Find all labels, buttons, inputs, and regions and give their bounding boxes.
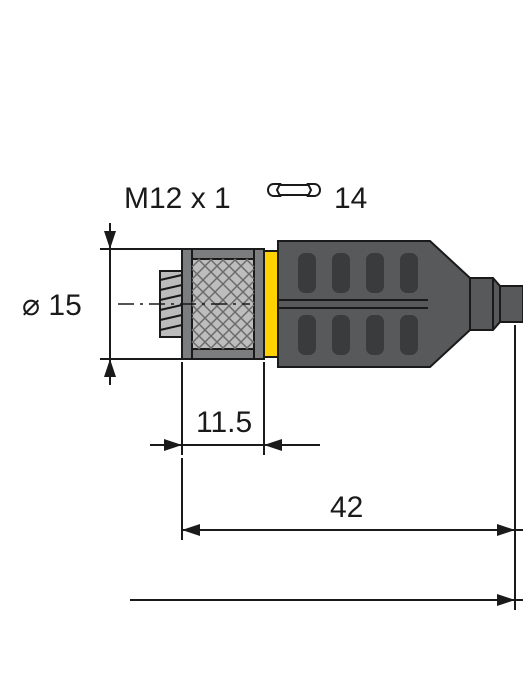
overall-length-value: 42 xyxy=(330,491,363,524)
diameter-symbol: ⌀ xyxy=(22,289,48,322)
wrench-size-label: 14 xyxy=(334,182,367,215)
thread-spec-label: M12 x 1 xyxy=(124,182,231,215)
coding-ring xyxy=(264,251,278,357)
svg-text:⌀ 15: ⌀ 15 xyxy=(22,289,82,322)
wrench-icon xyxy=(268,184,320,196)
overmold-body xyxy=(278,241,523,367)
connector xyxy=(118,241,523,367)
diameter-value: 15 xyxy=(48,289,81,322)
connector-drawing: M12 x 1 14 ⌀ 15 11.5 42 xyxy=(0,0,523,700)
knurl-length-value: 11.5 xyxy=(196,406,252,439)
dim-knurl-length: 11.5 xyxy=(150,362,320,455)
dim-extra xyxy=(130,540,523,610)
